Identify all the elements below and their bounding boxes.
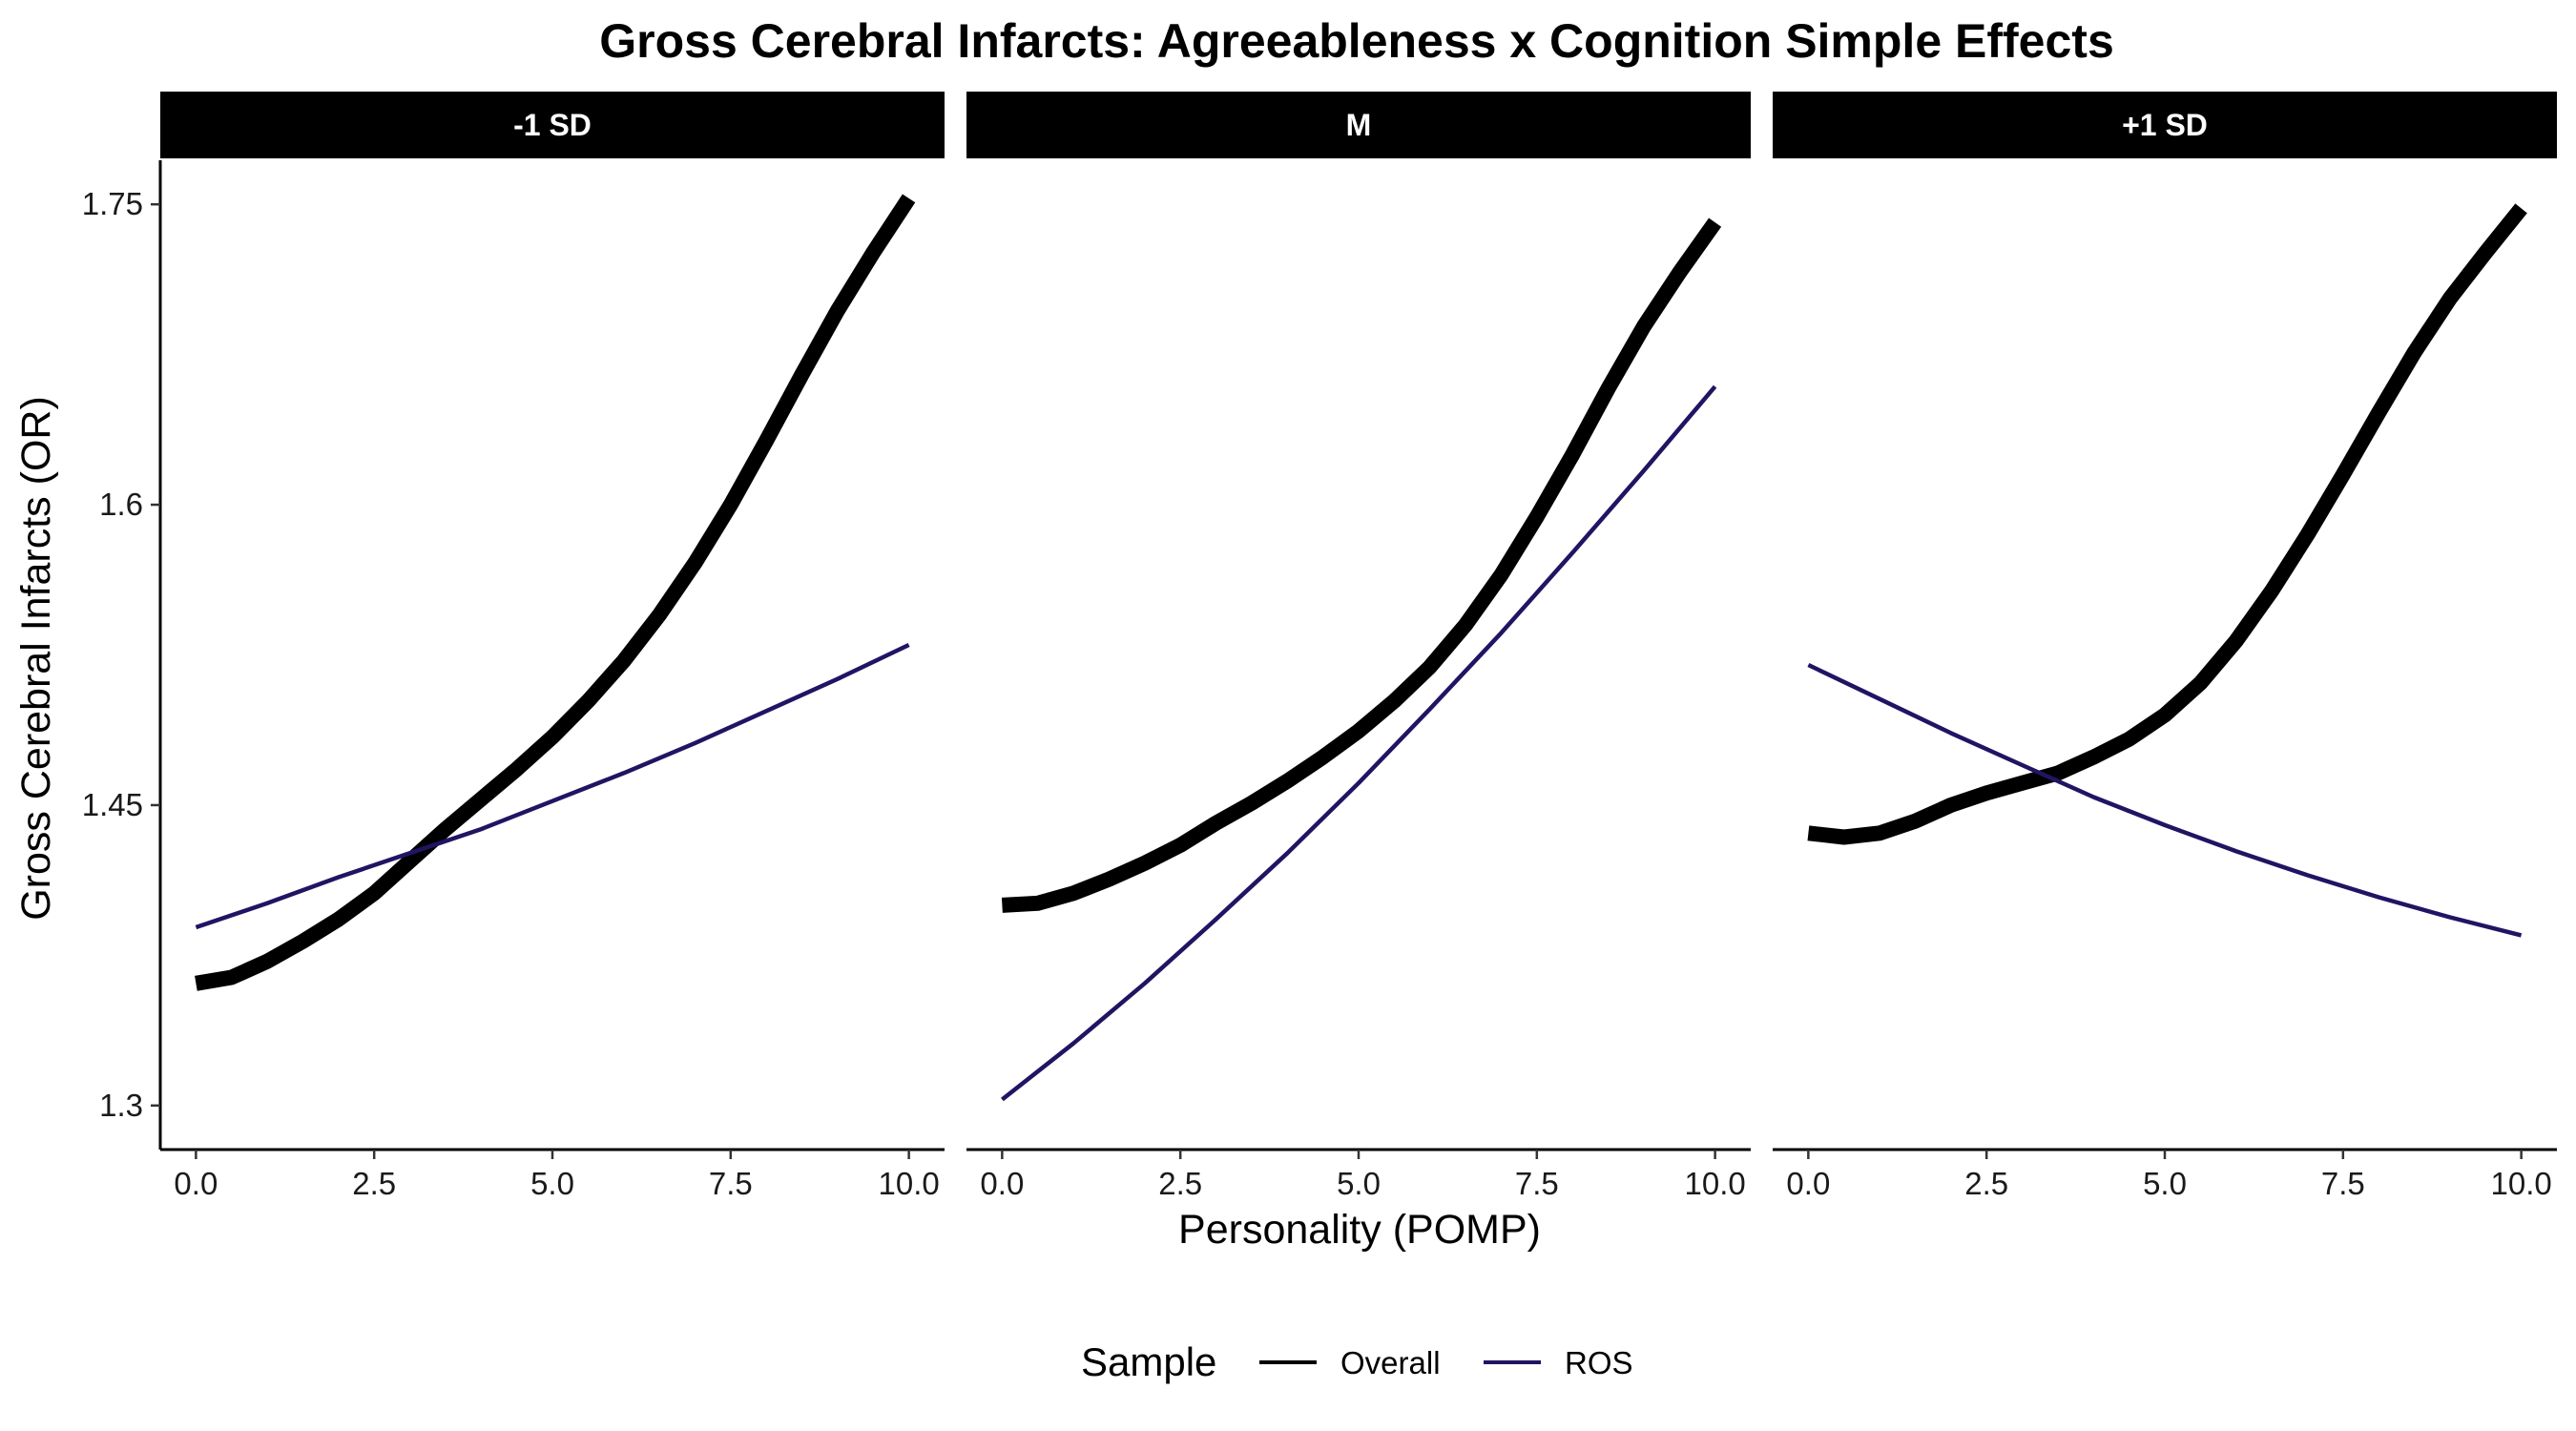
x-tick-label: 5.0 [2143,1166,2187,1201]
series-line-ros [195,642,910,930]
facet-panel: +1 SD 0.0 2.5 5.0 7.5 10.0 [1773,92,2557,1201]
x-tick-label: 0.0 [174,1166,218,1201]
series-line-overall [1807,203,2527,845]
y-tick-label: 1.6 [99,487,143,522]
facet-panel: -1 SD 0.0 2.5 5.0 7.5 10.0 1.3 1.45 1.6 1.75 [82,92,945,1201]
x-tick-label: 10.0 [1685,1166,1746,1201]
y-tick-label: 1.75 [82,186,143,221]
x-tick-label: 10.0 [2491,1166,2552,1201]
y-tick-label: 1.3 [99,1088,143,1123]
facet-strip-label: M [1346,108,1372,142]
x-tick-label: 5.0 [1337,1166,1381,1201]
facet-strip [160,92,945,158]
facet-strip [966,92,1751,158]
legend-label-ros: ROS [1565,1345,1633,1380]
facet-strip-label: -1 SD [513,108,592,142]
y-tick-label: 1.45 [82,787,143,822]
legend-title: Sample [1081,1339,1216,1384]
facet-panel: M 0.0 2.5 5.0 7.5 10.0 [966,92,1751,1201]
x-tick-label: 0.0 [1786,1166,1830,1201]
x-axis-title: Personality (POMP) [1178,1207,1541,1253]
series-line-ros [1001,384,1717,1102]
x-tick-label: 5.0 [530,1166,574,1201]
x-tick-label: 0.0 [980,1166,1024,1201]
x-tick-label: 2.5 [1964,1166,2008,1201]
x-tick-label: 7.5 [709,1166,753,1201]
facet-strip [1773,92,2557,158]
legend-label-overall: Overall [1340,1345,1441,1380]
x-tick-label: 7.5 [1515,1166,1559,1201]
series-line-overall [195,194,916,991]
series-line-overall [1001,218,1722,913]
x-tick-label: 2.5 [352,1166,396,1201]
x-tick-label: 10.0 [879,1166,940,1201]
facet-panels: -1 SD 0.0 2.5 5.0 7.5 10.0 1.3 1.45 1.6 1.75 M 0.0 2… [82,92,2557,1201]
series-line-ros [1807,662,2523,938]
facet-strip-label: +1 SD [2122,108,2208,142]
y-axis-title: Gross Cerebral Infarcts (OR) [13,396,59,921]
legend: Sample Overall ROS [1081,1339,1633,1384]
x-tick-label: 7.5 [2321,1166,2365,1201]
x-tick-label: 2.5 [1158,1166,1202,1201]
chart-title: Gross Cerebral Infarcts: Agreeableness x… [599,14,2114,68]
